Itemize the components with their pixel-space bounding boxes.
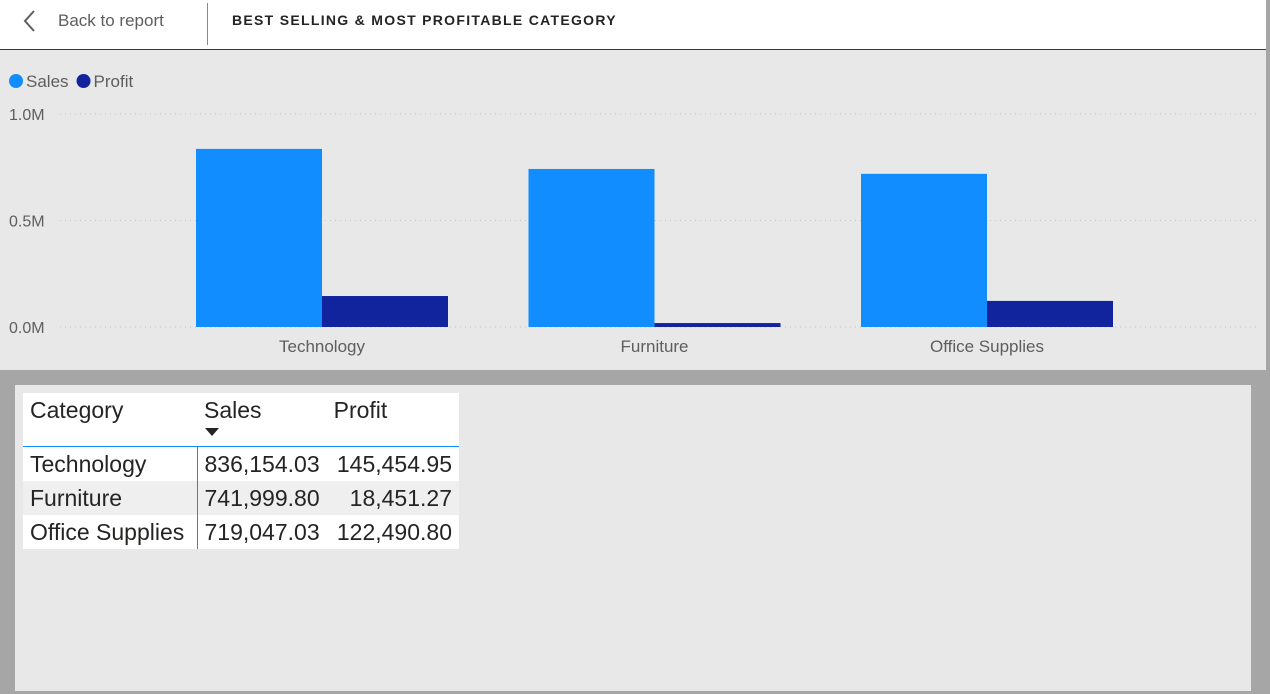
data-table: Category Sales Profit Technology 836,154… — [23, 393, 459, 549]
chart-area: Sales Profit 0.0M 0.5M 1.0M Technology Furnitu… — [0, 50, 1266, 370]
bar-sales-office-supplies[interactable] — [861, 173, 987, 327]
x-tick-label: Technology — [279, 337, 366, 356]
table-cell-category: Technology — [23, 446, 198, 481]
table-cell-sales: 836,154.03 — [197, 446, 327, 481]
bar-sales-technology[interactable] — [196, 148, 322, 327]
sort-descending-icon — [205, 428, 219, 436]
y-tick-label: 1.0M — [9, 107, 45, 124]
table-cell-category: Office Supplies — [23, 515, 198, 549]
header-divider — [207, 3, 208, 45]
table-row[interactable]: Office Supplies 719,047.03 122,490.80 — [23, 515, 459, 549]
x-tick-label: Office Supplies — [930, 337, 1044, 356]
y-tick-label: 0.0M — [9, 320, 45, 337]
bar-profit-furniture[interactable] — [654, 323, 781, 327]
table-header-row: Category Sales Profit — [23, 393, 459, 447]
clustered-bar-chart: Sales Profit 0.0M 0.5M 1.0M Technology Furnitu… — [9, 72, 1256, 356]
legend-marker-sales — [9, 74, 23, 88]
bar-profit-technology[interactable] — [322, 296, 448, 327]
column-header-sales[interactable]: Sales — [197, 393, 327, 447]
table-cell-sales: 719,047.03 — [197, 515, 327, 549]
legend-marker-profit — [76, 74, 91, 88]
table-cell-sales: 741,999.80 — [197, 481, 327, 515]
page-title: BEST SELLING & MOST PROFITABLE CATEGORY — [232, 12, 617, 28]
back-to-report-label: Back to report — [58, 11, 164, 30]
column-header-sales-label: Sales — [204, 397, 262, 423]
right-frame-edge — [1266, 0, 1270, 694]
table-row[interactable]: Furniture 741,999.80 18,451.27 — [23, 481, 459, 515]
chevron-left-icon — [22, 9, 36, 33]
table-cell-profit: 145,454.95 — [326, 446, 459, 481]
legend-label-sales[interactable]: Sales — [26, 72, 69, 91]
bar-sales-furniture[interactable] — [528, 168, 655, 327]
column-header-category[interactable]: Category — [23, 393, 197, 447]
column-header-profit[interactable]: Profit — [326, 393, 459, 447]
table-cell-profit: 18,451.27 — [326, 481, 459, 515]
y-tick-label: 0.5M — [9, 214, 45, 231]
table-cell-category: Furniture — [23, 481, 198, 515]
x-tick-label: Furniture — [620, 337, 688, 356]
table-row[interactable]: Technology 836,154.03 145,454.95 — [23, 446, 459, 481]
table-cell-profit: 122,490.80 — [326, 515, 459, 549]
bar-profit-office-supplies[interactable] — [987, 300, 1113, 327]
top-bar: Back to report BEST SELLING & MOST PROFI… — [0, 0, 1266, 50]
back-to-report-button[interactable]: Back to report — [22, 8, 164, 34]
legend-label-profit[interactable]: Profit — [94, 72, 134, 91]
